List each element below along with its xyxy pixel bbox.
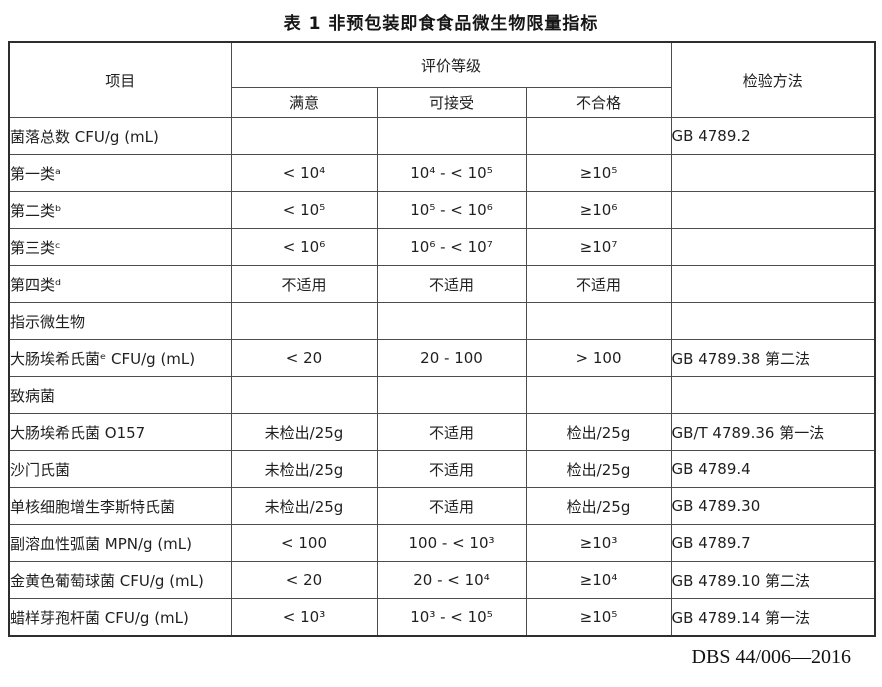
cell-satisfactory: < 10³ bbox=[230, 598, 378, 637]
table-row: 副溶血性弧菌 MPN/g (mL) < 100 100 - < 10³ ≥10³… bbox=[8, 524, 876, 562]
cell-acceptable: 不适用 bbox=[376, 265, 527, 303]
cell-method: GB 4789.14 第一法 bbox=[670, 598, 876, 637]
cell-unqualified: ≥10⁶ bbox=[525, 191, 672, 229]
cell-satisfactory: 未检出/25g bbox=[230, 450, 378, 488]
cell-item: 致病菌 bbox=[8, 376, 232, 414]
col-header-acceptable: 可接受 bbox=[376, 87, 527, 118]
cell-item: 单核细胞增生李斯特氏菌 bbox=[8, 487, 232, 525]
cell-acceptable bbox=[376, 302, 527, 340]
cell-acceptable: 20 - < 10⁴ bbox=[376, 561, 527, 599]
cell-satisfactory: < 10⁴ bbox=[230, 154, 378, 192]
cell-method bbox=[670, 265, 876, 303]
cell-unqualified: ≥10⁵ bbox=[525, 154, 672, 192]
table-row: 单核细胞增生李斯特氏菌 未检出/25g 不适用 检出/25g GB 4789.3… bbox=[8, 487, 876, 525]
col-header-unqualified: 不合格 bbox=[525, 87, 672, 118]
cell-acceptable: 20 - 100 bbox=[376, 339, 527, 377]
table-row: 第二类ᵇ < 10⁵ 10⁵ - < 10⁶ ≥10⁶ bbox=[8, 191, 876, 229]
table-row: 蜡样芽孢杆菌 CFU/g (mL) < 10³ 10³ - < 10⁵ ≥10⁵… bbox=[8, 598, 876, 637]
col-header-method: 检验方法 bbox=[670, 41, 876, 118]
cell-unqualified: ≥10⁷ bbox=[525, 228, 672, 266]
cell-item: 菌落总数 CFU/g (mL) bbox=[8, 117, 232, 155]
cell-method: GB 4789.38 第二法 bbox=[670, 339, 876, 377]
cell-item: 沙门氏菌 bbox=[8, 450, 232, 488]
cell-unqualified: 不适用 bbox=[525, 265, 672, 303]
table-row: 第三类ᶜ < 10⁶ 10⁶ - < 10⁷ ≥10⁷ bbox=[8, 228, 876, 266]
cell-method: GB 4789.10 第二法 bbox=[670, 561, 876, 599]
cell-method bbox=[670, 191, 876, 229]
cell-satisfactory bbox=[230, 117, 378, 155]
cell-satisfactory bbox=[230, 302, 378, 340]
cell-unqualified: ≥10⁴ bbox=[525, 561, 672, 599]
table-row: 金黄色葡萄球菌 CFU/g (mL) < 20 20 - < 10⁴ ≥10⁴ … bbox=[8, 561, 876, 599]
cell-unqualified: 检出/25g bbox=[525, 487, 672, 525]
cell-item: 第一类ᵃ bbox=[8, 154, 232, 192]
col-header-item: 项目 bbox=[8, 41, 232, 118]
standard-number: DBS 44/006—2016 bbox=[691, 646, 851, 668]
cell-acceptable bbox=[376, 117, 527, 155]
cell-method: GB 4789.7 bbox=[670, 524, 876, 562]
cell-satisfactory bbox=[230, 376, 378, 414]
cell-satisfactory: < 10⁶ bbox=[230, 228, 378, 266]
header-row-2: 满意 可接受 不合格 bbox=[9, 87, 875, 118]
cell-unqualified: 检出/25g bbox=[525, 450, 672, 488]
cell-item: 副溶血性弧菌 MPN/g (mL) bbox=[8, 524, 232, 562]
cell-item: 金黄色葡萄球菌 CFU/g (mL) bbox=[8, 561, 232, 599]
table-row: 大肠埃希氏菌 O157 未检出/25g 不适用 检出/25g GB/T 4789… bbox=[8, 413, 876, 451]
cell-satisfactory: 未检出/25g bbox=[230, 413, 378, 451]
cell-acceptable: 10⁶ - < 10⁷ bbox=[376, 228, 527, 266]
cell-method: GB/T 4789.36 第一法 bbox=[670, 413, 876, 451]
cell-unqualified bbox=[525, 117, 672, 155]
cell-satisfactory: < 20 bbox=[230, 339, 378, 377]
cell-method bbox=[670, 302, 876, 340]
cell-method bbox=[670, 376, 876, 414]
table-title: 表 1 非预包装即食食品微生物限量指标 bbox=[283, 14, 599, 34]
table-row: 致病菌 bbox=[8, 376, 876, 414]
cell-satisfactory: < 10⁵ bbox=[230, 191, 378, 229]
cell-satisfactory: < 20 bbox=[230, 561, 378, 599]
table-row: 指示微生物 bbox=[8, 302, 876, 340]
cell-acceptable: 不适用 bbox=[376, 413, 527, 451]
table-row: 大肠埃希氏菌ᵉ CFU/g (mL) < 20 20 - 100 > 100 G… bbox=[8, 339, 876, 377]
table-row: 沙门氏菌 未检出/25g 不适用 检出/25g GB 4789.4 bbox=[8, 450, 876, 488]
cell-satisfactory: 不适用 bbox=[230, 265, 378, 303]
cell-method: GB 4789.30 bbox=[670, 487, 876, 525]
cell-acceptable: 10⁵ - < 10⁶ bbox=[376, 191, 527, 229]
table-row: 菌落总数 CFU/g (mL) GB 4789.2 bbox=[8, 117, 876, 155]
cell-item: 第二类ᵇ bbox=[8, 191, 232, 229]
cell-unqualified bbox=[525, 376, 672, 414]
cell-acceptable: 10³ - < 10⁵ bbox=[376, 598, 527, 637]
cell-method: GB 4789.2 bbox=[670, 117, 876, 155]
cell-satisfactory: 未检出/25g bbox=[230, 487, 378, 525]
cell-satisfactory: < 100 bbox=[230, 524, 378, 562]
col-header-satisfactory: 满意 bbox=[230, 87, 378, 118]
cell-item: 第三类ᶜ bbox=[8, 228, 232, 266]
microbial-limits-table: 项目 评价等级 检验方法 满意 可接受 不合格 菌落总数 CFU/g (mL) … bbox=[8, 41, 877, 637]
cell-item: 指示微生物 bbox=[8, 302, 232, 340]
table-row: 第一类ᵃ < 10⁴ 10⁴ - < 10⁵ ≥10⁵ bbox=[8, 154, 876, 192]
cell-unqualified: > 100 bbox=[525, 339, 672, 377]
header-row-1: 项目 评价等级 检验方法 bbox=[8, 41, 876, 118]
cell-method bbox=[670, 228, 876, 266]
cell-item: 大肠埃希氏菌ᵉ CFU/g (mL) bbox=[8, 339, 232, 377]
cell-acceptable: 10⁴ - < 10⁵ bbox=[376, 154, 527, 192]
cell-method: GB 4789.4 bbox=[670, 450, 876, 488]
cell-unqualified: ≥10⁵ bbox=[525, 598, 672, 637]
cell-item: 第四类ᵈ bbox=[8, 265, 232, 303]
cell-unqualified: 检出/25g bbox=[525, 413, 672, 451]
cell-acceptable: 不适用 bbox=[376, 450, 527, 488]
cell-item: 大肠埃希氏菌 O157 bbox=[8, 413, 232, 451]
cell-acceptable: 不适用 bbox=[376, 487, 527, 525]
cell-method bbox=[670, 154, 876, 192]
cell-unqualified: ≥10³ bbox=[525, 524, 672, 562]
cell-item: 蜡样芽孢杆菌 CFU/g (mL) bbox=[8, 598, 232, 637]
table-row: 第四类ᵈ 不适用 不适用 不适用 bbox=[8, 265, 876, 303]
col-header-grade-group: 评价等级 bbox=[230, 41, 672, 88]
cell-acceptable bbox=[376, 376, 527, 414]
cell-unqualified bbox=[525, 302, 672, 340]
cell-acceptable: 100 - < 10³ bbox=[376, 524, 527, 562]
